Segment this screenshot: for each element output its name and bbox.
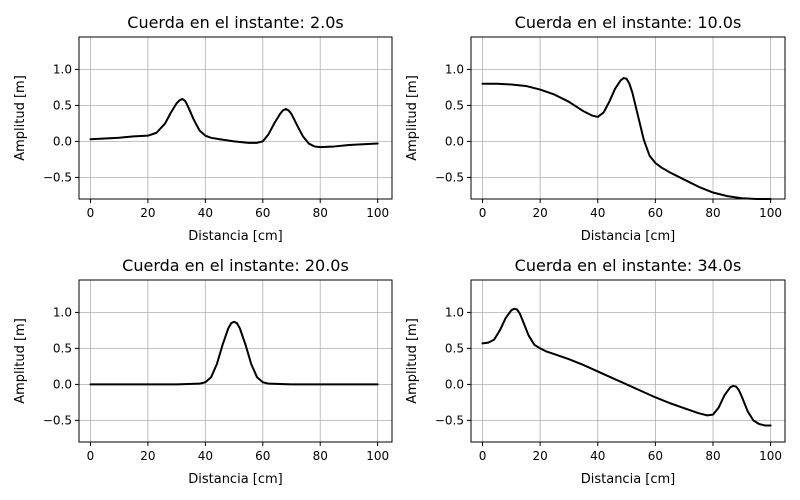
subplot-4: Cuerda en el instante: 34.0s 0 20 40 60 80 100… xyxy=(405,256,786,487)
subplot-title: Cuerda en el instante: 10.0s xyxy=(515,13,742,32)
y-tick-label: 0.0 xyxy=(53,377,72,391)
x-tick-label: 100 xyxy=(366,449,389,463)
y-tick-label: 1.0 xyxy=(53,305,72,319)
y-tick-label: 1.0 xyxy=(445,62,464,76)
x-tick-label: 60 xyxy=(648,206,663,220)
y-axis-label: Amplitud [m] xyxy=(13,318,28,404)
x-tick-label: 20 xyxy=(532,449,547,463)
x-tick-label: 40 xyxy=(198,449,213,463)
x-axis-label: Distancia [cm] xyxy=(581,472,676,487)
x-tick-label: 0 xyxy=(87,206,95,220)
y-tick-label: 0.5 xyxy=(53,98,72,112)
x-axis-label: Distancia [cm] xyxy=(188,229,283,244)
x-tick-label: 80 xyxy=(705,206,720,220)
y-tick-label: −0.5 xyxy=(435,170,464,184)
subplot-title: Cuerda en el instante: 2.0s xyxy=(127,13,343,32)
y-axis-label: Amplitud [m] xyxy=(13,75,28,161)
series-line xyxy=(481,77,772,200)
x-tick-label: 100 xyxy=(759,206,782,220)
x-tick-label: 20 xyxy=(532,206,547,220)
x-axis-label: Distancia [cm] xyxy=(581,229,676,244)
y-axis-label: Amplitud [m] xyxy=(405,75,420,161)
x-tick-label: 40 xyxy=(590,206,605,220)
x-tick-label: 60 xyxy=(648,449,663,463)
y-tick-label: 0.5 xyxy=(445,341,464,355)
y-tick-label: −0.5 xyxy=(435,413,464,427)
y-tick-label: −0.5 xyxy=(43,413,72,427)
series-line xyxy=(89,320,379,386)
axes-frame xyxy=(78,36,393,200)
subplot-2: Cuerda en el instante: 10.0s 0 20 40 60 80 100… xyxy=(405,13,786,244)
x-tick-label: 0 xyxy=(479,449,487,463)
axes-frame xyxy=(470,36,786,200)
x-tick-label: 0 xyxy=(479,206,487,220)
x-tick-label: 80 xyxy=(313,206,328,220)
x-tick-label: 100 xyxy=(366,206,389,220)
y-axis-label: Amplitud [m] xyxy=(405,318,420,404)
x-tick-label: 40 xyxy=(198,206,213,220)
series-line xyxy=(89,97,379,149)
y-tick-label: 0.0 xyxy=(445,134,464,148)
x-tick-label: 20 xyxy=(140,206,155,220)
y-tick-label: 1.0 xyxy=(445,305,464,319)
x-axis-label: Distancia [cm] xyxy=(188,472,283,487)
y-tick-label: 0.5 xyxy=(53,341,72,355)
subplot-title: Cuerda en el instante: 34.0s xyxy=(515,256,742,275)
series-line xyxy=(481,307,772,427)
x-tick-label: 60 xyxy=(255,449,270,463)
subplot-title: Cuerda en el instante: 20.0s xyxy=(122,256,349,275)
axes-frame xyxy=(78,279,393,443)
y-tick-label: 0.0 xyxy=(53,134,72,148)
y-tick-label: 0.5 xyxy=(445,98,464,112)
axes-frame xyxy=(470,279,786,443)
x-tick-label: 80 xyxy=(313,449,328,463)
x-tick-label: 40 xyxy=(590,449,605,463)
x-tick-label: 80 xyxy=(705,449,720,463)
y-tick-label: 0.0 xyxy=(445,377,464,391)
subplot-3: Cuerda en el instante: 20.0s 0 20 40 60 80 100… xyxy=(13,256,393,487)
subplot-1: Cuerda en el instante: 2.0s 0 20 40 60 80 100 −… xyxy=(13,13,393,244)
y-tick-label: 1.0 xyxy=(53,62,72,76)
x-tick-label: 100 xyxy=(759,449,782,463)
x-tick-label: 0 xyxy=(87,449,95,463)
x-tick-label: 20 xyxy=(140,449,155,463)
x-tick-label: 60 xyxy=(255,206,270,220)
y-tick-label: −0.5 xyxy=(43,170,72,184)
